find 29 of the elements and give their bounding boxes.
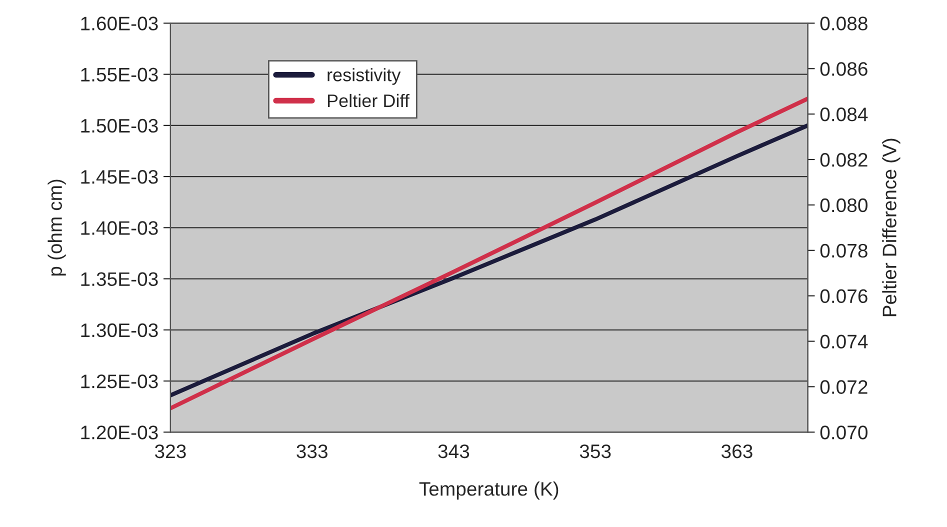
y-tick-label: 1.45E-03 (81, 170, 158, 184)
x-tick-label: 363 (722, 444, 752, 458)
y-tick-label: 1.50E-03 (81, 118, 158, 133)
y-tick-label: 1.60E-03 (81, 16, 158, 30)
y2-tick-label: 0.074 (820, 334, 868, 348)
y-tick-label: 1.55E-03 (81, 68, 158, 82)
y2-axis-title: Peltier Difference (V) (882, 138, 900, 316)
y2-tick-label: 0.072 (820, 380, 868, 394)
x-axis-title: Temperature (K) (419, 482, 558, 500)
x-tick-label: 333 (296, 444, 328, 458)
y-tick-label: 1.20E-03 (81, 426, 158, 440)
legend-label: Peltier Diff (328, 94, 410, 108)
y2-tick-label: 0.078 (820, 244, 868, 258)
y2-tick-label: 0.082 (820, 152, 868, 167)
legend-label: resistivity (328, 68, 401, 85)
y2-tick-label: 0.076 (820, 289, 868, 304)
y-tick-label: 1.35E-03 (81, 272, 158, 286)
y2-tick-label: 0.080 (820, 198, 868, 212)
x-tick-label: 343 (438, 444, 470, 458)
y-tick-label: 1.30E-03 (81, 323, 158, 338)
x-tick-label: 353 (580, 444, 611, 458)
y-axis-title: p (ohm cm) (48, 180, 66, 276)
y2-tick-label: 0.088 (820, 16, 868, 30)
y2-tick-label: 0.086 (820, 62, 868, 76)
y-tick-label: 1.25E-03 (81, 374, 158, 388)
y2-tick-label: 0.070 (820, 426, 868, 440)
y-tick-label: 1.40E-03 (81, 221, 158, 235)
y2-tick-label: 0.084 (820, 108, 868, 122)
x-tick-label: 323 (154, 444, 186, 458)
